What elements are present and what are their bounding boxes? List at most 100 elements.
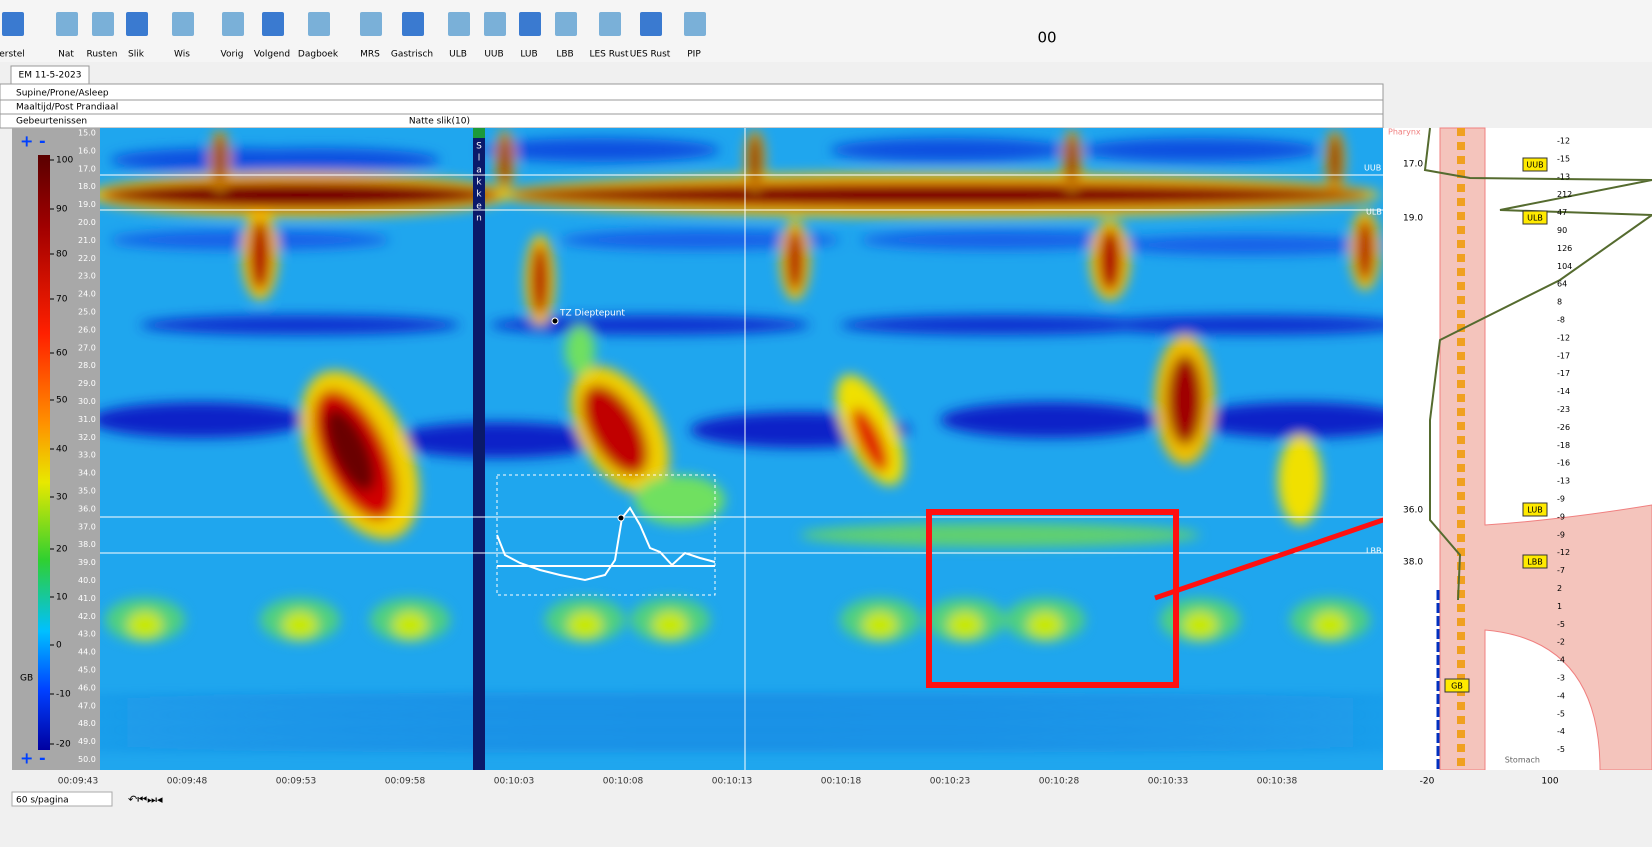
- tool-label[interactable]: LUB: [520, 50, 537, 60]
- tab-label[interactable]: EM 11-5-2023: [19, 71, 82, 81]
- position-label: 28.0: [78, 361, 96, 370]
- tool-icon[interactable]: [222, 12, 244, 36]
- tool-icon[interactable]: [484, 12, 506, 36]
- colorbar-label: 30: [56, 493, 68, 503]
- colorbar-label: 40: [56, 445, 68, 455]
- position-label: 22.0: [78, 254, 96, 263]
- tool-label[interactable]: LBB: [556, 50, 573, 60]
- tool-icon[interactable]: [684, 12, 706, 36]
- tag-label: ULB: [1527, 214, 1543, 223]
- tool-icon[interactable]: [519, 12, 541, 36]
- marker-letter: e: [476, 202, 482, 212]
- heat: [392, 611, 428, 639]
- heatmap: [40, 128, 1440, 770]
- tool-label[interactable]: Nat: [58, 50, 74, 60]
- tool-label[interactable]: erstel: [0, 50, 25, 60]
- reading: -7: [1557, 566, 1565, 575]
- reading: -16: [1557, 459, 1570, 468]
- heat: [140, 315, 460, 335]
- time-label: 00:09:58: [385, 777, 426, 787]
- screen: EM 11-5-2023 00 Supine/Prone/Asleep Maal…: [0, 0, 1652, 847]
- tool-label[interactable]: Gastrisch: [391, 50, 433, 60]
- tool-icon[interactable]: [402, 12, 424, 36]
- reading: -2: [1557, 638, 1565, 647]
- reading: -23: [1557, 405, 1570, 414]
- heat: [1167, 355, 1203, 445]
- tool-label[interactable]: Wis: [174, 50, 190, 60]
- tool-icon[interactable]: [448, 12, 470, 36]
- tool-label[interactable]: LES Rust: [589, 50, 629, 60]
- colorbar-label: 90: [56, 205, 68, 215]
- position-label: 39.0: [78, 558, 96, 567]
- level-label: 19.0: [1403, 214, 1423, 224]
- colorbar-label: 60: [56, 349, 68, 359]
- position-label: 24.0: [78, 290, 96, 299]
- time-label: 00:09:53: [276, 777, 316, 787]
- position-label: 16.0: [78, 146, 96, 155]
- tool-label[interactable]: UES Rust: [630, 50, 671, 60]
- position-label: 33.0: [78, 451, 96, 460]
- heat: [567, 611, 603, 639]
- app: EM 11-5-2023 00 Supine/Prone/Asleep Maal…: [0, 0, 1652, 847]
- zoom-buttons[interactable]: + -: [20, 132, 46, 151]
- colorbar-label: 100: [56, 156, 73, 166]
- tool-icon[interactable]: [308, 12, 330, 36]
- position-label: 45.0: [78, 666, 96, 675]
- tag-label: UUB: [1526, 161, 1543, 170]
- tool-icon[interactable]: [56, 12, 78, 36]
- reading: 1: [1557, 602, 1562, 611]
- heat: [480, 138, 720, 162]
- side-label: Stomach: [1505, 756, 1540, 765]
- heat: [90, 402, 310, 438]
- tool-icon[interactable]: [126, 12, 148, 36]
- tool-label[interactable]: Vorig: [221, 50, 244, 60]
- heat: [282, 611, 318, 639]
- tool-icon[interactable]: [360, 12, 382, 36]
- tool-label[interactable]: MRS: [360, 50, 380, 60]
- reading: 90: [1557, 226, 1567, 235]
- time-label: 00:10:03: [494, 777, 534, 787]
- tool-icon[interactable]: [262, 12, 284, 36]
- position-label: 29.0: [78, 379, 96, 388]
- reading: 104: [1557, 262, 1572, 271]
- reading: -17: [1557, 351, 1570, 360]
- tool-label[interactable]: UUB: [484, 50, 503, 60]
- side-label: Pharynx: [1388, 128, 1421, 137]
- reading: -5: [1557, 709, 1565, 718]
- reading: -4: [1557, 656, 1565, 665]
- reading: -5: [1557, 745, 1565, 754]
- tool-icon[interactable]: [599, 12, 621, 36]
- tool-label[interactable]: Volgend: [254, 50, 290, 60]
- marker-letter: n: [476, 214, 482, 224]
- colorbar-label: 20: [56, 545, 68, 555]
- tool-label[interactable]: ULB: [449, 50, 467, 60]
- colorbar-label: 10: [56, 593, 68, 603]
- position-label: 37.0: [78, 522, 96, 531]
- tool-icon[interactable]: [555, 12, 577, 36]
- reading: -13: [1557, 477, 1570, 486]
- position-label: 17.0: [78, 164, 96, 173]
- position-label: 38.0: [78, 540, 96, 549]
- nav-buttons[interactable]: ↶⏮⏭◂: [128, 793, 163, 806]
- tool-label[interactable]: Rusten: [86, 50, 117, 60]
- marker-letter: l: [478, 154, 481, 164]
- tool-icon[interactable]: [640, 12, 662, 36]
- tool-label[interactable]: PIP: [687, 50, 701, 60]
- heat: [565, 325, 595, 375]
- position-label: 48.0: [78, 719, 96, 728]
- colorbar-label: -20: [56, 740, 71, 750]
- heat: [40, 711, 1440, 719]
- zoom-buttons[interactable]: + -: [20, 749, 46, 768]
- page-size[interactable]: 60 s/pagina: [16, 796, 69, 806]
- tool-label[interactable]: Slik: [128, 50, 145, 60]
- marker-letter: k: [476, 190, 482, 200]
- time-label: 00:09:43: [58, 777, 98, 787]
- tool-label[interactable]: Dagboek: [298, 50, 339, 60]
- time-label: 00:09:48: [167, 777, 208, 787]
- reading: -12: [1557, 333, 1570, 342]
- tool-icon[interactable]: [2, 12, 24, 36]
- annotation: ULB: [1366, 208, 1382, 217]
- tool-icon[interactable]: [92, 12, 114, 36]
- heat: [1278, 435, 1322, 525]
- tool-icon[interactable]: [172, 12, 194, 36]
